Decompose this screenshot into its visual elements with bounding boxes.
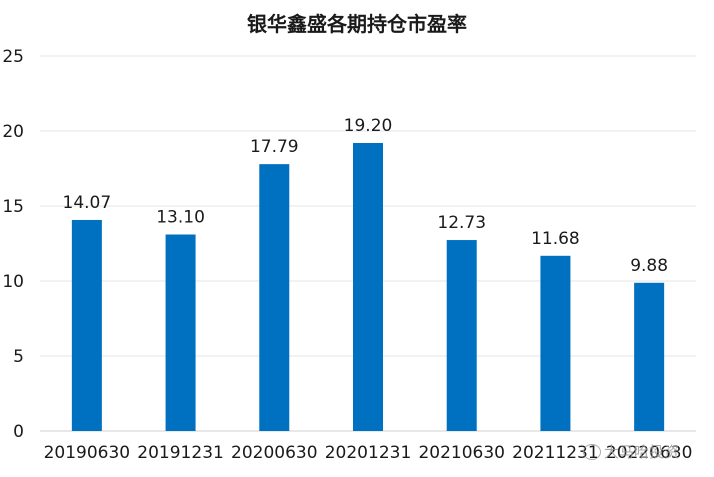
data-labels: 14.07 13.10 17.79 19.20 12.73 11.68 9.88: [63, 116, 669, 276]
data-label: 9.88: [630, 256, 668, 276]
y-tick-label: 0: [13, 422, 24, 442]
x-tick-label: 20220630: [606, 443, 693, 463]
data-label: 13.10: [156, 208, 205, 228]
data-label: 14.07: [63, 193, 112, 213]
bar: [540, 255, 571, 431]
x-tick-label: 20210630: [418, 443, 505, 463]
x-tick-label: 20190630: [44, 443, 131, 463]
bar: [353, 143, 383, 431]
x-tick-label: 20201231: [325, 443, 412, 463]
watermark-text: 大马哈投资: [604, 443, 680, 461]
data-label: 12.73: [437, 213, 486, 233]
x-axis-ticks: 20190630 20191231 20200630 20201231 20210630…: [44, 443, 693, 463]
y-tick-label: 20: [2, 122, 24, 142]
bar: [634, 282, 665, 431]
watermark: 大马哈投资: [583, 441, 679, 462]
y-tick-label: 15: [2, 197, 24, 217]
y-tick-label: 25: [2, 47, 24, 67]
bar: [165, 234, 196, 431]
y-axis-ticks: 0 5 10 15 20 25: [2, 47, 24, 442]
y-tick-label: 5: [13, 347, 24, 367]
data-label: 11.68: [531, 229, 580, 249]
chart-title: 银华鑫盛各期持仓市盈率: [247, 12, 467, 36]
x-tick-label: 20191231: [137, 443, 224, 463]
bars: [71, 143, 665, 431]
data-label: 19.20: [344, 116, 393, 136]
x-tick-label: 20211231: [512, 443, 599, 463]
y-tick-label: 10: [2, 272, 24, 292]
x-tick-label: 20200630: [231, 443, 318, 463]
wechat-icon: [583, 443, 601, 460]
data-label: 17.79: [250, 137, 299, 157]
bar: [71, 219, 102, 431]
bar: [259, 164, 290, 431]
bar: [446, 240, 477, 431]
